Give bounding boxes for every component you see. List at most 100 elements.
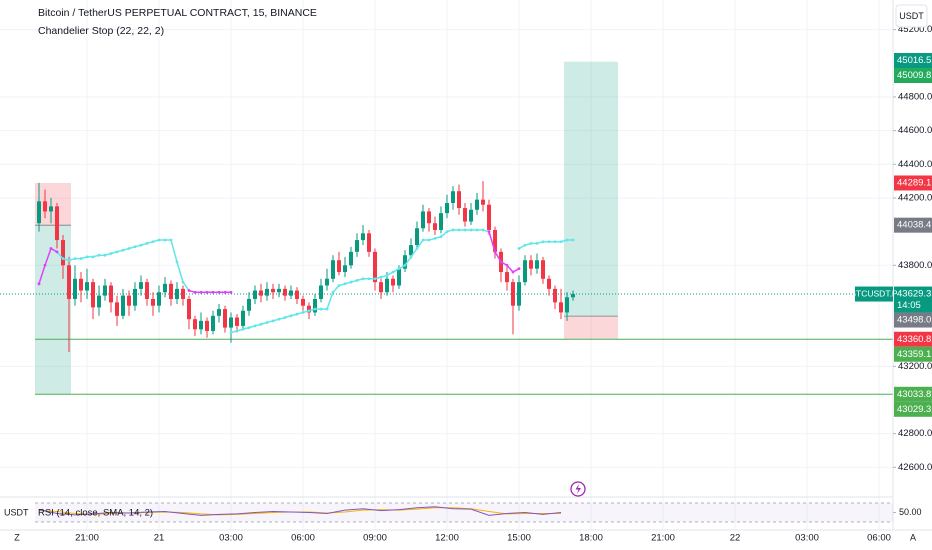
- x-tick-label: 12:00: [435, 533, 459, 544]
- chandelier-stop-dot: [355, 279, 359, 282]
- price-label: 43029.3: [897, 404, 931, 415]
- price-label: 45009.8: [897, 70, 931, 81]
- symbol-label-bg: [855, 286, 893, 302]
- x-tick-label: 09:00: [363, 533, 387, 544]
- candle-body: [415, 228, 420, 246]
- chandelier-stop-dot: [115, 250, 119, 254]
- chandelier-stop-dot: [295, 312, 299, 316]
- symbol-label: BTCUSDT.P: [850, 288, 898, 298]
- candle-body: [373, 251, 378, 283]
- chandelier-stop-line: [38, 247, 58, 285]
- x-tick-label: 06:00: [867, 533, 891, 544]
- candle-body: [337, 260, 342, 273]
- candle-body: [235, 317, 240, 326]
- candle-body: [187, 298, 192, 320]
- y-tick-label: 44400.0: [898, 159, 932, 170]
- chandelier-stop-dot: [559, 240, 563, 244]
- candle-body: [295, 290, 300, 299]
- candle-body: [169, 283, 174, 299]
- chandelier-stop-dot: [265, 321, 269, 324]
- y-tick-label: 44800.0: [898, 91, 932, 102]
- chandelier-stop-dot: [289, 314, 293, 318]
- candle-body: [355, 240, 360, 252]
- candle-body: [37, 201, 42, 224]
- chandelier-stop-dot: [193, 290, 197, 294]
- event-bolt[interactable]: [575, 484, 582, 494]
- chandelier-stop-dot: [85, 255, 89, 259]
- chandelier-stop-dot: [571, 238, 575, 242]
- chandelier-stop-dot: [109, 252, 113, 255]
- price-label-bg: [894, 286, 932, 313]
- candle-body: [67, 265, 72, 299]
- chandelier-stop-dot: [151, 240, 155, 244]
- chandelier-stop-dot: [523, 243, 527, 247]
- candle-body: [127, 295, 132, 306]
- candle-body: [55, 206, 60, 241]
- chandelier-stop-dot: [187, 289, 191, 292]
- chandelier-stop-dot: [493, 250, 497, 254]
- currency-button[interactable]: [895, 4, 928, 28]
- candle-body: [427, 211, 432, 224]
- event-icon[interactable]: [570, 481, 586, 497]
- chandelier-stop-dot: [73, 257, 77, 260]
- candle-body: [421, 211, 426, 229]
- price-countdown: 14:05: [897, 300, 921, 311]
- price-label-bg: [894, 331, 932, 347]
- candle-body: [493, 229, 498, 252]
- chandelier-stop-dot: [361, 277, 365, 281]
- candle-body: [211, 315, 216, 331]
- candle-body: [145, 282, 150, 299]
- price-label-bg: [894, 386, 932, 402]
- chandelier-stop-dot: [199, 290, 203, 294]
- currency-label[interactable]: USDT: [899, 11, 924, 21]
- zoom-button[interactable]: Z: [14, 532, 20, 542]
- chandelier-stop-dot: [463, 228, 467, 232]
- rsi-tick-label: 50.00: [899, 507, 922, 517]
- candle-body: [385, 278, 390, 293]
- candle-body: [229, 317, 234, 328]
- price-label: 44038.4: [897, 220, 931, 231]
- auto-scale-button[interactable]: A: [910, 532, 916, 542]
- x-tick-label: 21:00: [75, 533, 99, 544]
- price-label-bg: [894, 217, 932, 233]
- chandelier-stop-dot: [505, 263, 509, 267]
- chandelier-stop-dot: [229, 290, 233, 294]
- candle-body: [505, 272, 510, 283]
- candle-body: [259, 290, 264, 296]
- price-label: 43498.0: [897, 315, 931, 326]
- candle-body: [97, 295, 102, 308]
- candle-body: [247, 298, 252, 311]
- rsi-pane: 50.00: [38, 506, 922, 517]
- candle-body: [511, 282, 516, 306]
- candle-body: [133, 288, 138, 306]
- candle-body: [529, 260, 534, 269]
- chandelier-stop-dot: [79, 257, 83, 260]
- price-label: 43360.8: [897, 334, 931, 345]
- candle-body: [535, 260, 540, 269]
- chandelier-stop-dot: [313, 307, 317, 311]
- price-label-bg: [894, 401, 932, 417]
- chandelier-stop-dot: [397, 267, 401, 271]
- candle-body: [271, 288, 276, 293]
- candle-body: [523, 260, 528, 283]
- chandelier-stop-dot: [427, 238, 431, 242]
- chandelier-stop-dot: [475, 228, 479, 232]
- chandelier-stop-dot: [535, 242, 539, 245]
- candle-body: [451, 191, 456, 204]
- rsi-line: [38, 506, 562, 516]
- candle-body: [541, 260, 546, 279]
- chandelier-stop-dot: [451, 228, 455, 232]
- chandelier-stop-dot: [211, 290, 215, 294]
- chandelier-stop-dot: [565, 238, 569, 242]
- plot: [37, 181, 576, 353]
- price-label-bg: [894, 53, 932, 69]
- candle-body: [49, 206, 54, 212]
- position-target-zone: [34, 225, 71, 395]
- chandelier-stop-dot: [175, 260, 179, 264]
- chandelier-stop-dot: [301, 311, 305, 314]
- chandelier-stop-dot: [445, 230, 449, 234]
- candle-body: [343, 265, 348, 273]
- chandelier-stop-dot: [433, 236, 437, 240]
